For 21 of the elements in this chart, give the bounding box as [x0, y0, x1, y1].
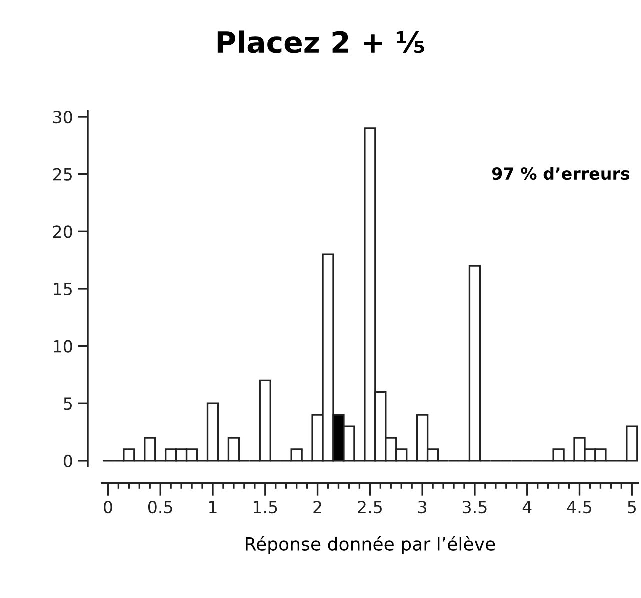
x-tick-label: 2	[314, 501, 322, 514]
x-tick-label: 4.5	[567, 501, 592, 514]
y-tick-label: 10	[54, 340, 72, 353]
x-tick-label: 1.5	[254, 501, 278, 514]
x-tick-label: 0.5	[148, 501, 172, 514]
y-tick-label: 20	[53, 226, 72, 238]
y-tick-label: 25	[53, 168, 72, 181]
annotation: 97 % d’erreurs	[492, 167, 630, 180]
y-tick-label: 5	[64, 398, 72, 410]
x-tick-label: 1	[210, 501, 217, 514]
x-tick-label: 4	[522, 501, 532, 514]
x-tick-label: 5	[628, 501, 636, 514]
x-axis-title: Réponse donnée par l’élève	[246, 536, 496, 554]
x-tick-label: 2.5	[358, 501, 382, 514]
x-tick-label: 0	[104, 501, 112, 514]
y-tick-label: 30	[54, 110, 72, 124]
x-tick-label: 3	[418, 501, 427, 514]
x-tick-label: 3.5	[462, 501, 487, 514]
y-tick-label: 15	[54, 283, 72, 296]
y-tick-label: 0	[64, 454, 72, 468]
chart-title: Placez 2 + ⅕	[218, 30, 424, 54]
